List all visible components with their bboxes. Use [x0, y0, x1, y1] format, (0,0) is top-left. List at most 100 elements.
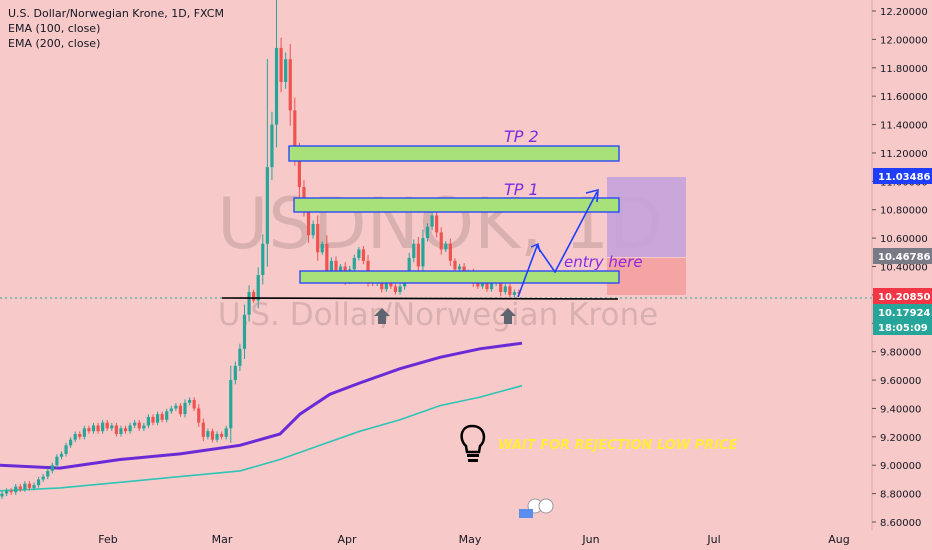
candle [23, 481, 27, 492]
candle [110, 422, 114, 431]
candle [242, 304, 247, 360]
event-markers[interactable] [519, 498, 554, 518]
candle [27, 481, 32, 491]
time-tick-label: Aug [828, 533, 849, 546]
candle [183, 399, 187, 418]
stop-box [607, 258, 686, 295]
price-tick-label: 9.20000 [880, 433, 921, 444]
last-price-badge: 10.20850 [873, 288, 932, 304]
candle [233, 361, 237, 385]
ema-200-label[interactable]: EMA (200, close) [8, 37, 101, 50]
candle [91, 422, 96, 434]
tp1-zone[interactable] [293, 197, 620, 213]
price-tick-label: 11.40000 [880, 121, 928, 132]
candle [169, 405, 173, 414]
price-tick-label: 11.60000 [880, 92, 928, 103]
candle [256, 267, 260, 309]
candle [105, 420, 109, 431]
candle [393, 283, 398, 295]
price-tick-label: 9.40000 [880, 404, 921, 415]
svg-text:10.20850: 10.20850 [878, 292, 931, 303]
candle [101, 420, 105, 434]
entry-label: entry here [564, 253, 643, 271]
candle [508, 283, 512, 298]
candle [247, 285, 251, 322]
ema-100-line [0, 341, 523, 470]
candle [284, 52, 288, 89]
ema-100-label[interactable]: EMA (100, close) [8, 22, 101, 35]
wait-note: WAIT FOR REJECTION LOW PRICE [498, 438, 738, 453]
price-tick-label: 10.40000 [880, 263, 928, 274]
candle [416, 236, 420, 274]
candle [252, 289, 256, 304]
candle [316, 215, 320, 261]
price-tick-label: 12.00000 [880, 35, 928, 46]
candle [215, 431, 219, 443]
candle [512, 289, 517, 298]
lightbulb-icon [460, 424, 486, 462]
candle [82, 425, 86, 440]
projection-arrowhead-mid [530, 243, 541, 253]
time-tick-label: May [459, 533, 482, 546]
price-tick-label: 12.20000 [880, 7, 928, 18]
candle [14, 483, 18, 495]
entry-zone[interactable] [299, 270, 620, 284]
price-tick-label: 8.60000 [880, 518, 921, 529]
time-tick-label: Apr [337, 533, 357, 546]
candle [123, 425, 128, 434]
candle [288, 43, 292, 126]
candle [165, 408, 169, 423]
candle [151, 414, 155, 426]
tp2-zone[interactable] [288, 145, 620, 162]
projection-arrowhead [585, 188, 599, 203]
candle [9, 488, 13, 495]
time-axis[interactable]: Feb Mar Apr May Jun Jul Aug [98, 533, 849, 546]
price-axis[interactable]: 12.20000 12.00000 11.80000 11.60000 11.40000… [872, 7, 928, 529]
candle [50, 462, 54, 474]
candle [114, 422, 118, 437]
time-tick-label: Jun [581, 533, 599, 546]
svg-text:11.03486: 11.03486 [878, 172, 931, 183]
price-tick-label: 8.80000 [880, 490, 921, 501]
ema-200-line [0, 384, 523, 492]
candle [4, 488, 9, 497]
support-arrow-up-icon [374, 308, 390, 324]
candle [146, 414, 151, 429]
candle [439, 227, 443, 255]
candle [160, 411, 164, 423]
candle [435, 210, 439, 238]
candle [229, 365, 233, 443]
candle [197, 404, 201, 427]
ema-price-badge: 10.17924 [873, 304, 932, 320]
candle [270, 111, 274, 180]
candle [41, 474, 45, 482]
candle [142, 422, 146, 431]
candle [119, 425, 123, 437]
time-tick-label: Feb [98, 533, 117, 546]
symbol-title[interactable]: U.S. Dollar/Norwegian Krone, 1D, FXCM [8, 7, 224, 20]
candle [32, 482, 36, 491]
candle [357, 246, 361, 261]
candle [224, 425, 228, 440]
candle [37, 476, 41, 488]
candle [453, 258, 457, 272]
candle [187, 397, 192, 406]
candle [361, 246, 366, 265]
candle [78, 431, 82, 440]
candle [59, 451, 64, 460]
candle [320, 241, 324, 255]
candle [412, 239, 416, 263]
candle [448, 238, 452, 266]
time-tick-label: Mar [212, 533, 233, 546]
candle [274, 0, 279, 148]
price-tick-label: 9.80000 [880, 348, 921, 359]
price-tick-label: 9.60000 [880, 376, 921, 387]
candle [46, 468, 50, 480]
candle [174, 403, 178, 411]
svg-text:10.46786: 10.46786 [878, 252, 931, 263]
projection-arrow [517, 191, 598, 298]
candle [87, 425, 91, 434]
support-arrow-up-icon-2 [500, 308, 516, 324]
